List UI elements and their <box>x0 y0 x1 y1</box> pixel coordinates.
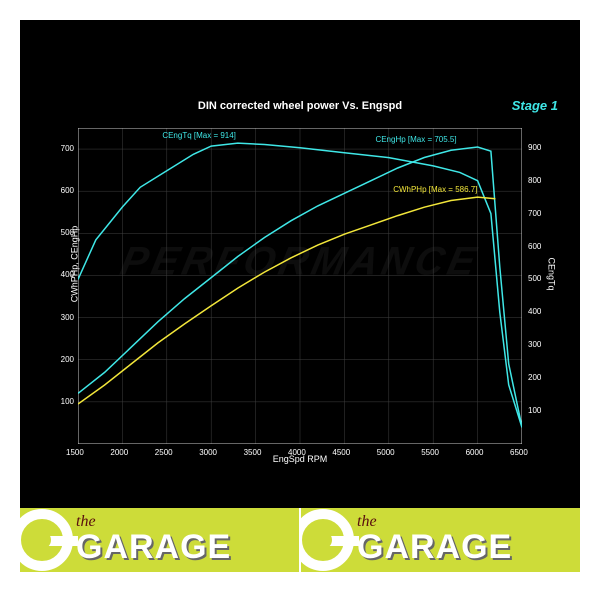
x-axis-label: EngSpd RPM <box>20 454 580 464</box>
y-right-tick: 500 <box>528 274 541 283</box>
plot-svg <box>78 128 522 444</box>
y-right-tick: 600 <box>528 242 541 251</box>
y-left-tick: 700 <box>61 144 74 153</box>
g-icon <box>301 508 359 572</box>
g-icon <box>20 508 78 572</box>
y-right-tick: 400 <box>528 307 541 316</box>
stage-badge: Stage 1 <box>512 98 558 113</box>
y-left-tick: 100 <box>61 397 74 406</box>
logo-banner: the GARAGE the GARAGE <box>20 508 580 572</box>
chart-title: DIN corrected wheel power Vs. Engspd <box>20 100 580 112</box>
series-max-label: CWhPHp [Max = 586.7] <box>393 185 477 194</box>
y-left-tick: 600 <box>61 186 74 195</box>
series-max-label: CEngHp [Max = 705.5] <box>375 135 456 144</box>
y-left-tick: 500 <box>61 228 74 237</box>
y-right-tick: 800 <box>528 176 541 185</box>
y-right-tick: 900 <box>528 143 541 152</box>
series-max-label: CEngTq [Max = 914] <box>162 131 236 140</box>
dyno-chart-panel: PERFORMANCE DIN corrected wheel power Vs… <box>20 20 580 508</box>
logo-tile-2: the GARAGE <box>301 508 580 572</box>
y-right-tick: 700 <box>528 209 541 218</box>
logo-tile-1: the GARAGE <box>20 508 301 572</box>
y-right-tick: 300 <box>528 340 541 349</box>
plot-area <box>78 128 522 444</box>
logo-name-2: GARAGE <box>357 530 512 564</box>
y-right-tick: 100 <box>528 406 541 415</box>
y-left-tick: 300 <box>61 313 74 322</box>
page-root: PERFORMANCE DIN corrected wheel power Vs… <box>0 0 600 600</box>
y-right-tick: 200 <box>528 373 541 382</box>
y-left-tick: 200 <box>61 355 74 364</box>
y-left-tick: 400 <box>61 270 74 279</box>
y-right-axis-label: CEngTq <box>546 257 556 290</box>
logo-name-1: GARAGE <box>76 530 231 564</box>
